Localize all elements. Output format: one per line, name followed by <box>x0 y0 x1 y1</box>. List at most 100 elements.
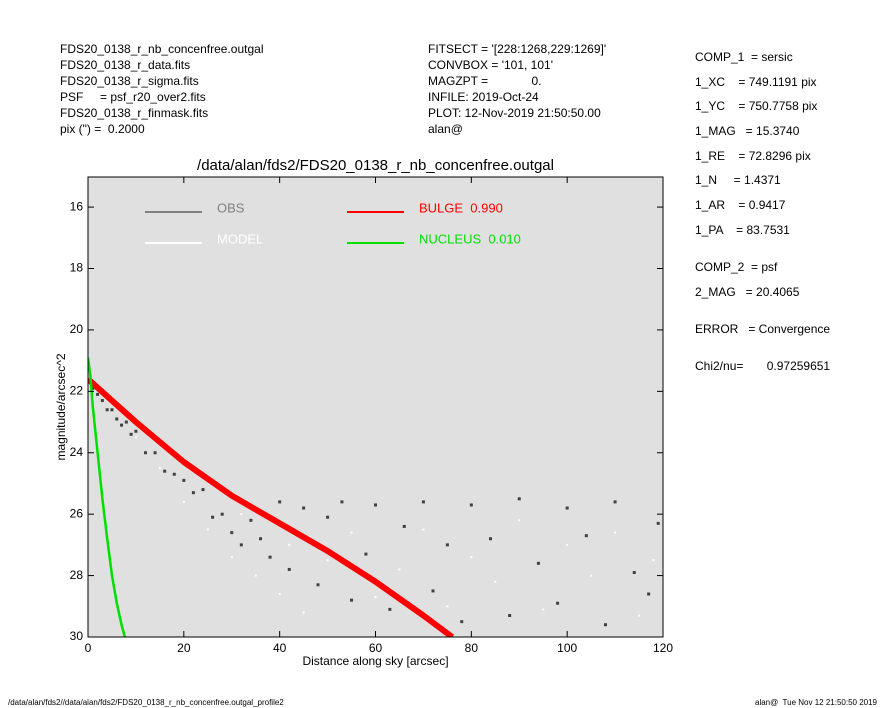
header-text: pix (") = 0.2000 <box>60 122 145 136</box>
data-point <box>446 605 449 608</box>
header-text: CONVBOX = '101, 101' <box>428 58 553 72</box>
header-text: FDS20_0138_r_data.fits <box>60 58 190 72</box>
x-tick-label: 20 <box>177 641 191 655</box>
fit-result: 1_MAG = 15.3740 <box>695 124 800 138</box>
plot-background <box>88 177 663 637</box>
model-curve <box>88 376 454 637</box>
header-text: FDS20_0138_r_nb_concenfree.outgal <box>60 42 263 56</box>
x-tick-label: 120 <box>653 641 673 655</box>
header-text: FDS20_0138_r_finmask.fits <box>60 106 208 120</box>
data-point <box>302 506 306 510</box>
data-point <box>536 561 540 565</box>
y-tick-label: 30 <box>70 629 84 643</box>
data-point <box>129 432 133 436</box>
data-point <box>105 408 109 412</box>
data-point <box>220 512 224 516</box>
data-point <box>182 478 186 482</box>
data-point <box>388 607 392 611</box>
data-point <box>445 543 449 547</box>
data-point <box>287 567 291 571</box>
data-point <box>489 537 492 541</box>
data-point <box>254 574 257 577</box>
data-point <box>656 521 660 525</box>
data-point <box>638 614 641 617</box>
data-point <box>340 500 344 504</box>
data-point <box>556 601 560 605</box>
data-point <box>590 574 593 577</box>
header-text: INFILE: 2019-Oct-24 <box>428 90 539 104</box>
legend-label: MODEL <box>217 231 263 246</box>
data-point <box>508 614 512 618</box>
data-point <box>278 500 282 504</box>
data-point <box>398 568 401 571</box>
fit-result: 2_MAG = 20.4065 <box>695 285 800 299</box>
data-point <box>124 420 128 424</box>
y-tick-label: 16 <box>70 199 84 213</box>
fit-result: COMP_1 = sersic <box>695 50 793 64</box>
data-point <box>604 623 607 627</box>
footer-text: alan@ Tue Nov 12 21:50:50 2019 <box>755 698 878 707</box>
fit-result: COMP_2 = psf <box>695 260 778 274</box>
data-point <box>350 598 354 602</box>
data-point <box>350 531 353 534</box>
footer-text: /data/alan/fds2//data/alan/fds2/FDS20_01… <box>8 698 284 707</box>
data-point <box>566 543 569 546</box>
y-tick-label: 18 <box>70 261 84 275</box>
data-point <box>565 506 569 510</box>
data-point <box>542 608 545 611</box>
data-point <box>158 467 161 470</box>
data-point <box>470 556 473 559</box>
data-point <box>91 386 95 390</box>
y-tick-label: 24 <box>70 445 84 459</box>
data-point <box>632 571 636 575</box>
data-point <box>134 429 138 433</box>
data-point <box>517 497 521 501</box>
header-text: alan@ <box>428 122 463 136</box>
data-point <box>613 500 617 504</box>
data-point <box>316 583 320 587</box>
data-point <box>191 491 195 495</box>
header-text: PSF = psf_r20_over2.fits <box>60 90 206 104</box>
data-point <box>374 503 377 507</box>
data-point <box>134 436 137 439</box>
data-point <box>326 515 330 519</box>
data-point <box>206 528 209 531</box>
data-point <box>172 472 176 476</box>
data-point <box>144 451 147 455</box>
data-point <box>201 488 205 492</box>
data-point <box>431 589 435 593</box>
header-text: MAGZPT = 0. <box>428 74 541 88</box>
data-point <box>460 620 464 624</box>
fit-result: 1_PA = 83.7531 <box>695 223 790 237</box>
data-point <box>494 580 497 583</box>
data-point <box>278 593 281 596</box>
data-point <box>268 555 272 559</box>
y-tick-label: 28 <box>70 568 84 582</box>
legend-label: OBS <box>217 200 245 215</box>
fit-result: ERROR = Convergence <box>695 322 830 336</box>
y-tick-label: 22 <box>70 384 84 398</box>
data-point <box>469 503 473 507</box>
data-point <box>518 519 521 522</box>
data-point <box>374 596 377 599</box>
y-tick-label: 26 <box>70 506 84 520</box>
data-point <box>230 556 233 559</box>
data-point <box>422 528 425 531</box>
x-tick-label: 40 <box>273 641 287 655</box>
data-point <box>288 543 291 546</box>
data-point <box>259 537 262 541</box>
x-tick-label: 80 <box>465 641 479 655</box>
x-tick-label: 100 <box>557 641 577 655</box>
data-point <box>120 423 124 427</box>
data-point <box>364 552 368 556</box>
data-point <box>115 417 119 421</box>
y-tick-label: 20 <box>70 322 84 336</box>
fit-result: 1_YC = 750.7758 pix <box>695 99 817 113</box>
data-point <box>302 611 305 614</box>
data-point <box>421 500 425 504</box>
fit-result: 1_XC = 749.1191 pix <box>695 75 817 89</box>
data-point <box>110 408 114 412</box>
data-point <box>211 515 215 519</box>
header-text: FDS20_0138_r_sigma.fits <box>60 74 199 88</box>
